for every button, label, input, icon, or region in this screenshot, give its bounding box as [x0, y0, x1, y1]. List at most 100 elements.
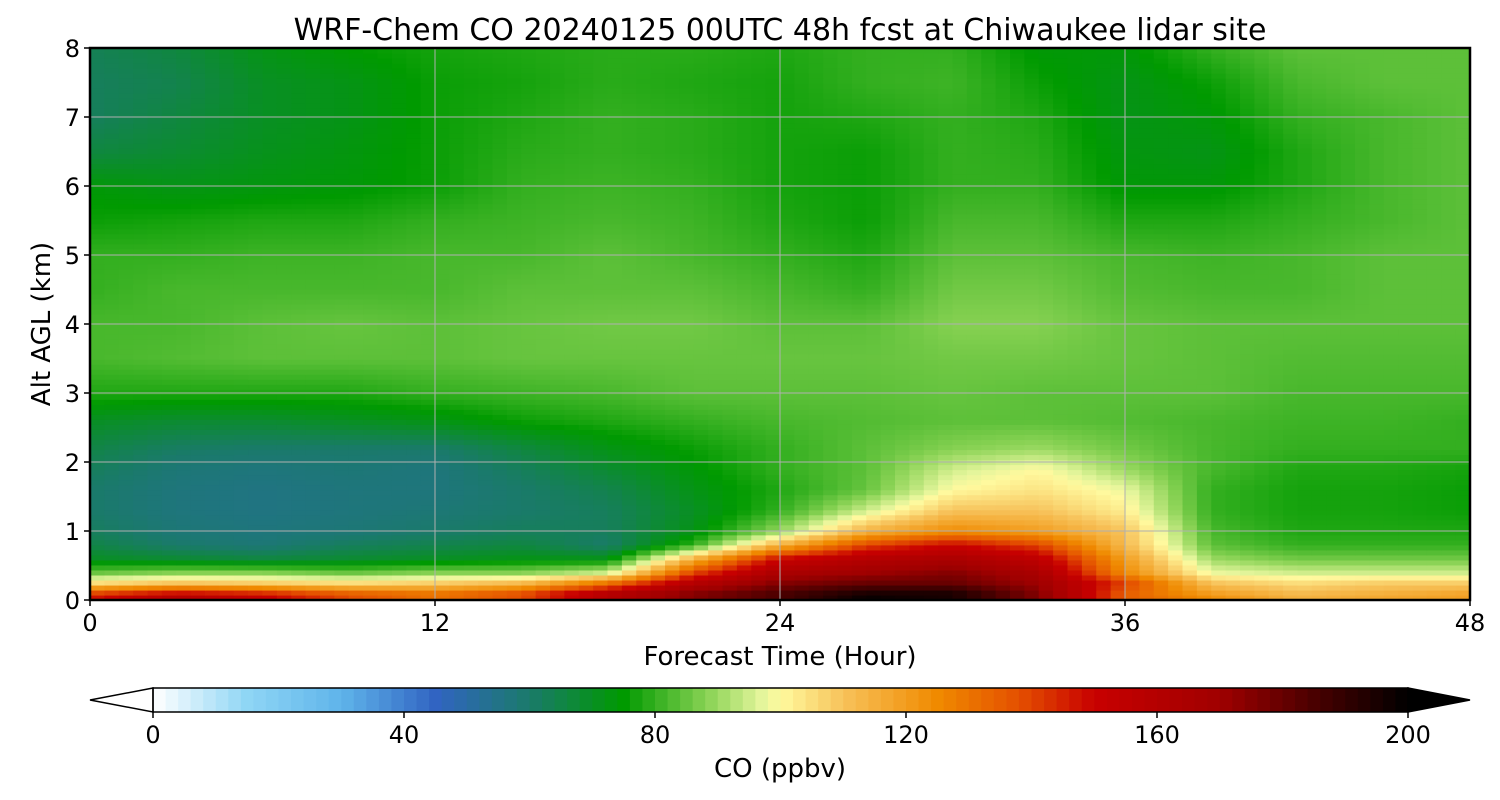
- heatmap-cell: [966, 554, 982, 561]
- heatmap-cell: [248, 514, 264, 521]
- heatmap-cell: [923, 474, 939, 481]
- heatmap-cell: [521, 349, 537, 355]
- heatmap-cell: [478, 359, 494, 365]
- heatmap-cell: [981, 454, 997, 461]
- heatmap-cell: [578, 539, 594, 546]
- heatmap-cell: [1139, 339, 1155, 345]
- heatmap-cell: [506, 504, 522, 511]
- heatmap-cell: [938, 534, 954, 541]
- heatmap-cell: [363, 544, 379, 551]
- heatmap-cell: [1326, 524, 1342, 531]
- heatmap-cell: [478, 579, 494, 586]
- heatmap-cell: [607, 559, 623, 566]
- heatmap-cell: [1139, 399, 1155, 405]
- heatmap-cell: [1211, 369, 1227, 375]
- heatmap-cell: [1412, 534, 1428, 541]
- heatmap-cell: [1182, 464, 1198, 471]
- heatmap-cell: [1426, 484, 1442, 491]
- heatmap-cell: [248, 354, 264, 360]
- heatmap-cell: [1182, 589, 1198, 596]
- heatmap-cell: [1240, 469, 1255, 476]
- heatmap-cell: [1355, 499, 1370, 506]
- heatmap-cell: [118, 429, 134, 435]
- heatmap-cell: [1355, 394, 1370, 400]
- heatmap-cell: [1311, 594, 1327, 601]
- heatmap-cell: [722, 544, 738, 551]
- heatmap-cell: [866, 374, 882, 380]
- heatmap-cell: [363, 389, 379, 395]
- heatmap-cell: [334, 409, 350, 415]
- heatmap-cell: [219, 439, 235, 446]
- heatmap-cell: [291, 424, 307, 430]
- heatmap-cell: [1297, 479, 1313, 486]
- heatmap-cell: [1168, 524, 1184, 531]
- heatmap-cell: [291, 569, 307, 576]
- heatmap-cell: [1398, 394, 1414, 400]
- heatmap-cell: [1153, 404, 1169, 410]
- heatmap-cell: [550, 594, 565, 601]
- heatmap-cell: [1283, 549, 1299, 556]
- heatmap-cell: [161, 534, 177, 541]
- heatmap-cell: [1153, 479, 1169, 486]
- heatmap-cell: [449, 454, 465, 461]
- heatmap-cell: [363, 349, 379, 355]
- heatmap-cell: [1139, 354, 1155, 360]
- heatmap-cell: [1412, 469, 1428, 476]
- heatmap-cell: [320, 349, 335, 355]
- heatmap-cell: [463, 394, 479, 400]
- heatmap-cell: [938, 594, 954, 601]
- heatmap-cell: [952, 444, 968, 451]
- heatmap-cell: [262, 554, 278, 561]
- heatmap-cell: [1340, 594, 1356, 601]
- heatmap-cell: [1139, 534, 1155, 541]
- heatmap-cell: [348, 524, 364, 531]
- heatmap-cell: [909, 454, 925, 461]
- heatmap-cell: [291, 539, 307, 546]
- heatmap-cell: [435, 559, 450, 566]
- heatmap-cell: [334, 449, 350, 456]
- heatmap-cell: [219, 589, 235, 596]
- heatmap-cell: [463, 589, 479, 596]
- heatmap-cell: [521, 544, 537, 551]
- heatmap-cell: [291, 419, 307, 425]
- heatmap-cell: [564, 439, 580, 446]
- heatmap-cell: [895, 359, 910, 365]
- heatmap-cell: [90, 364, 105, 370]
- heatmap-cell: [866, 504, 882, 511]
- heatmap-cell: [133, 489, 149, 496]
- heatmap-cell: [607, 584, 623, 591]
- heatmap-cell: [535, 549, 551, 556]
- heatmap-cell: [1455, 449, 1471, 456]
- heatmap-cell: [291, 484, 307, 491]
- heatmap-cell: [262, 414, 278, 420]
- heatmap-cell: [291, 564, 307, 571]
- heatmap-cell: [1383, 569, 1399, 576]
- heatmap-cell: [794, 499, 810, 506]
- heatmap-cell: [176, 429, 192, 435]
- heatmap-cell: [693, 354, 709, 360]
- heatmap-cell: [636, 524, 652, 531]
- heatmap-cell: [205, 509, 220, 516]
- heatmap-cell: [233, 404, 249, 410]
- heatmap-cell: [1268, 534, 1284, 541]
- heatmap-cell: [679, 514, 695, 521]
- heatmap-cell: [435, 444, 450, 451]
- heatmap-cell: [909, 569, 925, 576]
- heatmap-cell: [377, 534, 393, 541]
- heatmap-cell: [449, 444, 465, 451]
- heatmap-cell: [1254, 589, 1270, 596]
- heatmap-cell: [636, 399, 652, 405]
- heatmap-cell: [1326, 589, 1342, 596]
- heatmap-cell: [1081, 574, 1097, 581]
- heatmap-cell: [1153, 594, 1169, 601]
- heatmap-cell: [823, 389, 839, 395]
- heatmap-cell: [621, 339, 637, 345]
- heatmap-cell: [909, 424, 925, 430]
- heatmap-cell: [1412, 519, 1428, 526]
- heatmap-cell: [363, 344, 379, 350]
- heatmap-cell: [751, 359, 767, 365]
- heatmap-cell: [305, 509, 321, 516]
- heatmap-cell: [880, 469, 896, 476]
- heatmap-cell: [176, 464, 192, 471]
- heatmap-cell: [665, 549, 680, 556]
